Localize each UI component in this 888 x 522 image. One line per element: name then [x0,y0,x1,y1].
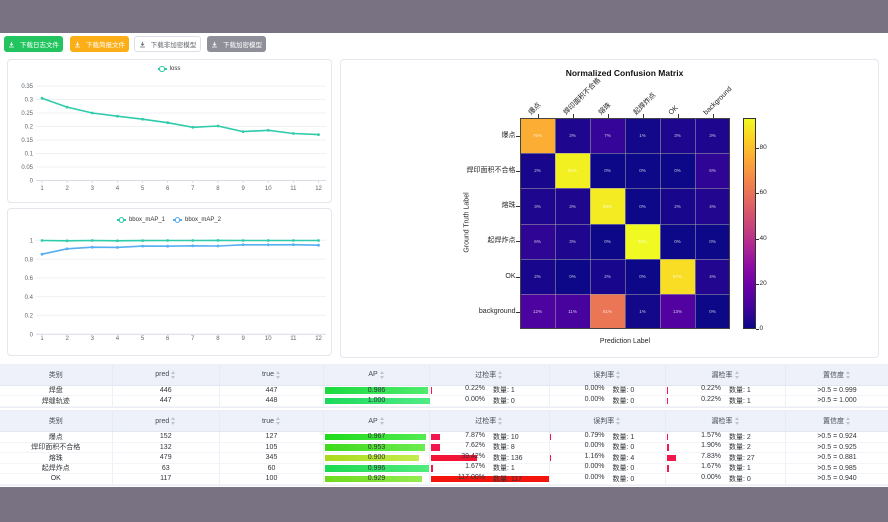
svg-text:5: 5 [140,186,144,192]
svg-text:3: 3 [90,186,94,192]
svg-text:0.15: 0.15 [21,138,33,144]
svg-text:7: 7 [191,336,195,342]
svg-text:12: 12 [315,186,322,192]
svg-text:2: 2 [65,336,69,342]
svg-text:8: 8 [216,336,220,342]
svg-text:0: 0 [29,179,33,185]
svg-text:1: 1 [29,238,33,244]
svg-text:0.25: 0.25 [21,111,33,117]
svg-text:0.1: 0.1 [24,152,33,158]
svg-text:11: 11 [290,336,297,342]
svg-text:0.3: 0.3 [24,98,33,104]
svg-text:0.2: 0.2 [24,125,33,131]
svg-text:10: 10 [264,336,271,342]
svg-text:5: 5 [140,336,144,342]
svg-text:4: 4 [115,336,119,342]
svg-text:0.2: 0.2 [24,313,33,319]
svg-text:10: 10 [264,186,271,192]
svg-text:0: 0 [29,332,33,338]
svg-text:1: 1 [40,336,44,342]
svg-text:8: 8 [216,186,220,192]
svg-text:7: 7 [191,186,195,192]
svg-text:3: 3 [90,336,94,342]
svg-text:1: 1 [40,186,44,192]
svg-text:9: 9 [241,336,245,342]
svg-text:2: 2 [65,186,69,192]
svg-text:0.35: 0.35 [21,84,33,90]
svg-text:0.4: 0.4 [24,294,33,300]
svg-text:12: 12 [315,336,322,342]
svg-text:0.05: 0.05 [21,165,33,171]
svg-text:9: 9 [241,186,245,192]
svg-text:0.6: 0.6 [24,276,33,282]
svg-text:6: 6 [166,336,170,342]
svg-text:11: 11 [290,186,297,192]
svg-text:0.8: 0.8 [24,257,33,263]
svg-text:4: 4 [115,186,119,192]
svg-text:6: 6 [166,186,170,192]
